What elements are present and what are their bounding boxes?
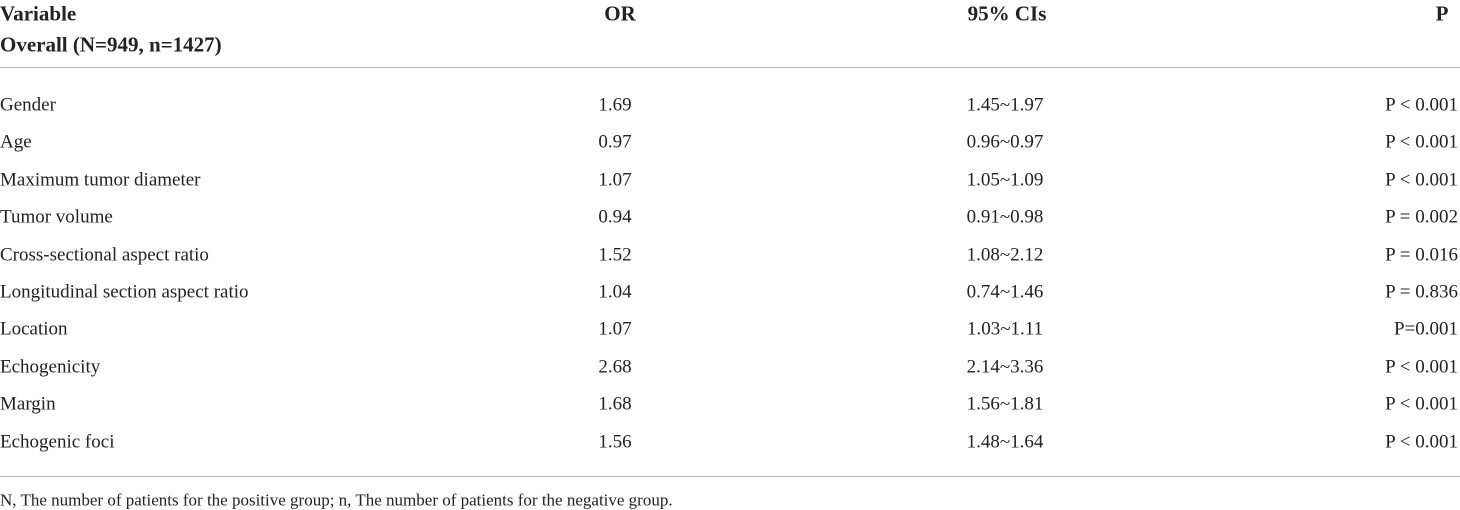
header-p: P (1435, 1, 1449, 26)
cell-variable: Location (0, 318, 68, 340)
cell-p: P < 0.001 (1385, 356, 1458, 378)
cell-variable: Gender (0, 94, 56, 116)
cell-p: P < 0.001 (1385, 94, 1458, 116)
cell-variable: Echogenic foci (0, 431, 115, 453)
cell-ci: 1.56~1.81 (966, 393, 1044, 415)
header-variable: Variable (0, 1, 77, 26)
header-ci: 95% CIs (967, 1, 1047, 26)
cell-ci: 1.45~1.97 (966, 94, 1044, 116)
cell-p: P < 0.001 (1385, 393, 1458, 415)
cell-p: P < 0.001 (1385, 169, 1458, 191)
cell-or: 0.94 (598, 206, 632, 228)
cell-p: P = 0.002 (1385, 206, 1458, 228)
cell-or: 0.97 (598, 131, 632, 153)
cell-variable: Margin (0, 393, 56, 415)
cell-p: P = 0.836 (1385, 281, 1458, 303)
cell-or: 2.68 (598, 356, 632, 378)
cell-ci: 2.14~3.36 (966, 356, 1044, 378)
cell-variable: Maximum tumor diameter (0, 169, 201, 191)
cell-variable: Echogenicity (0, 356, 101, 378)
cell-or: 1.56 (598, 431, 632, 453)
cell-variable: Age (0, 131, 32, 153)
cell-p: P = 0.016 (1385, 244, 1458, 266)
cell-or: 1.69 (598, 94, 632, 116)
cell-or: 1.52 (598, 244, 632, 266)
cell-variable: Longitudinal section aspect ratio (0, 281, 249, 303)
header-subtitle: Overall (N=949, n=1427) (0, 32, 222, 57)
cell-p: P=0.001 (1393, 318, 1458, 340)
cell-ci: 1.03~1.11 (966, 318, 1044, 340)
cell-variable: Tumor volume (0, 206, 113, 228)
cell-ci: 0.74~1.46 (966, 281, 1044, 303)
cell-or: 1.07 (598, 318, 632, 340)
footnote: N, The number of patients for the positi… (0, 490, 673, 510)
cell-variable: Cross-sectional aspect ratio (0, 244, 209, 266)
cell-ci: 1.48~1.64 (966, 431, 1044, 453)
cell-or: 1.68 (598, 393, 632, 415)
header-rule (0, 67, 1460, 68)
header-or: OR (604, 1, 636, 26)
cell-ci: 1.05~1.09 (966, 169, 1044, 191)
cell-p: P < 0.001 (1385, 131, 1458, 153)
bottom-rule (0, 476, 1460, 477)
cell-or: 1.04 (598, 281, 632, 303)
cell-p: P < 0.001 (1385, 431, 1458, 453)
cell-or: 1.07 (598, 169, 632, 191)
cell-ci: 0.96~0.97 (966, 131, 1044, 153)
cell-ci: 0.91~0.98 (966, 206, 1044, 228)
cell-ci: 1.08~2.12 (966, 244, 1044, 266)
